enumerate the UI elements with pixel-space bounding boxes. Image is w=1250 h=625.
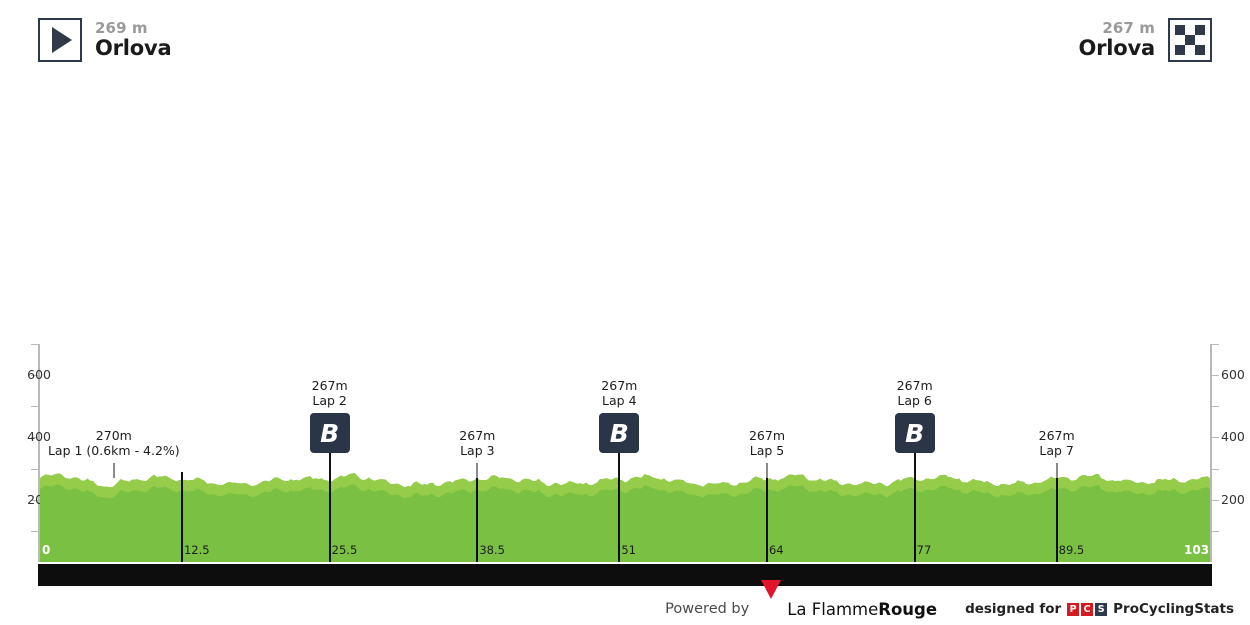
checkerboard-pattern [1175, 25, 1205, 55]
y-axis-tick [1212, 437, 1219, 439]
road-bar [38, 564, 1212, 586]
lap-marker-stem [913, 453, 916, 478]
y-axis-label: 600 [27, 367, 51, 383]
lap-marker-stem [112, 463, 115, 478]
designed-for-label: designed for [965, 601, 1062, 617]
lap-divider-line [765, 471, 768, 562]
flamme-rouge-wordmark: La FlammeRouge [787, 600, 937, 619]
lap-marker-name: Lap 1 (0.6km - 4.2%) [47, 443, 180, 459]
x-axis-label: 64 [768, 543, 784, 557]
elevation-profile-chart: 200 400 600 200 400 600 0 12.5 25.5 38.5 51 64 77 8… [0, 330, 1250, 590]
y-axis-label: 600 [1221, 367, 1245, 383]
y-axis-label: 400 [1221, 429, 1245, 445]
lap-marker-stem [328, 453, 331, 478]
start-location-name: Orlova [95, 36, 172, 61]
pcs-name-label: ProCyclingStats [1113, 601, 1234, 617]
y-axis-left [38, 344, 40, 562]
x-axis-label: 89.5 [1058, 543, 1085, 557]
finish-altitude: 267 m [1102, 18, 1155, 37]
powered-by-group: Powered by 1 La FlammeRouge [665, 580, 937, 619]
y-axis-tick [31, 437, 38, 439]
y-axis-label: 400 [27, 429, 51, 445]
lap-divider-line [913, 471, 916, 562]
lap-divider-line [1055, 471, 1058, 562]
pcs-logo-icon: P C S [1067, 602, 1108, 616]
lap-marker-altitude: 267m [311, 378, 348, 393]
lap-marker-stem [1055, 463, 1058, 478]
lap-marker-altitude: 267m [601, 378, 638, 393]
bonus-sprint-badge[interactable]: B [309, 413, 350, 453]
x-axis-label: 25.5 [331, 543, 358, 557]
y-axis-tick [1212, 344, 1219, 345]
lap-divider-line [476, 471, 479, 562]
play-triangle-icon [52, 27, 72, 53]
lap-marker-altitude: 267m [459, 428, 496, 443]
pcs-letter-c: C [1081, 602, 1094, 616]
lap-marker-name: Lap 6 [897, 393, 932, 409]
checkered-flag-icon [1168, 18, 1212, 62]
lap-marker-name: Lap 5 [749, 443, 785, 459]
y-axis-label: 200 [1221, 491, 1245, 507]
y-axis-tick [31, 406, 38, 408]
start-altitude: 269 m [95, 18, 148, 37]
flamme-rouge-bold-text: Rouge [878, 599, 938, 619]
x-axis-label: 0 [42, 543, 51, 557]
route-finish-endpoint: 267 m Orlova [1078, 18, 1212, 62]
y-axis-tick [1212, 499, 1219, 501]
y-axis-tick [1212, 530, 1219, 532]
y-axis-tick [1212, 406, 1219, 408]
lap-marker-stem [618, 453, 621, 478]
lap-marker-label: 267m Lap 2 [312, 378, 348, 409]
lap-marker-label: 267m Lap 6 [897, 378, 933, 409]
lap-marker-label: 267m Lap 5 [749, 428, 785, 459]
lap-marker-label: 267m Lap 4 [601, 378, 637, 409]
finish-location-name: Orlova [1078, 36, 1156, 61]
flamme-rouge-badge-number: 1 [767, 600, 776, 613]
x-axis-label: 77 [916, 543, 932, 557]
bonus-sprint-badge[interactable]: B [599, 413, 640, 453]
lap-marker-altitude: 270m [95, 428, 132, 443]
y-axis-tick [31, 344, 38, 345]
pcs-letter-s: S [1095, 602, 1108, 616]
lap-marker-name: Lap 2 [312, 393, 347, 409]
flamme-rouge-triangle-icon: 1 [761, 580, 782, 619]
start-icon [38, 18, 82, 62]
lap-marker-name: Lap 3 [460, 443, 495, 459]
y-axis-right [1210, 344, 1212, 562]
x-axis-label: 12.5 [183, 543, 210, 557]
y-axis-tick [31, 375, 38, 377]
lap-marker-altitude: 267m [896, 378, 933, 393]
lap-divider-line [618, 471, 621, 562]
flamme-rouge-light-text: La Flamme [787, 599, 879, 619]
footer: Powered by 1 La FlammeRouge designed for… [0, 580, 1250, 623]
elevation-area-series [40, 344, 1210, 562]
bonus-sprint-badge[interactable]: B [894, 413, 935, 453]
x-axis-label: 103 [1184, 543, 1210, 557]
x-axis-label: 51 [621, 543, 636, 557]
lap-marker-name: Lap 4 [602, 393, 637, 409]
lap-marker-stem [765, 463, 768, 478]
y-axis-tick [31, 468, 38, 470]
lap-divider-line [180, 471, 183, 562]
y-axis-tick [1212, 375, 1219, 377]
lap-marker-stem [476, 463, 479, 478]
lap-marker-altitude: 267m [748, 428, 786, 443]
lap-marker-altitude: 267m [1038, 428, 1075, 443]
lap-marker-label: 267m Lap 3 [459, 428, 495, 459]
lap-marker-name: Lap 7 [1039, 443, 1074, 459]
y-axis-tick [1212, 468, 1219, 470]
powered-by-label: Powered by [665, 601, 750, 617]
designed-for-group: designed for P C S ProCyclingStats [937, 601, 1234, 617]
y-axis-tick [31, 530, 38, 532]
y-axis-tick [31, 499, 38, 501]
lap-divider-line [328, 471, 331, 562]
pcs-letter-p: P [1067, 602, 1080, 616]
x-axis-label: 38.5 [479, 543, 505, 557]
route-start-endpoint: 269 m Orlova [38, 18, 172, 62]
lap-marker-label: 267m Lap 7 [1039, 428, 1075, 459]
lap-marker-label: 270m Lap 1 (0.6km - 4.2%) [48, 428, 180, 459]
